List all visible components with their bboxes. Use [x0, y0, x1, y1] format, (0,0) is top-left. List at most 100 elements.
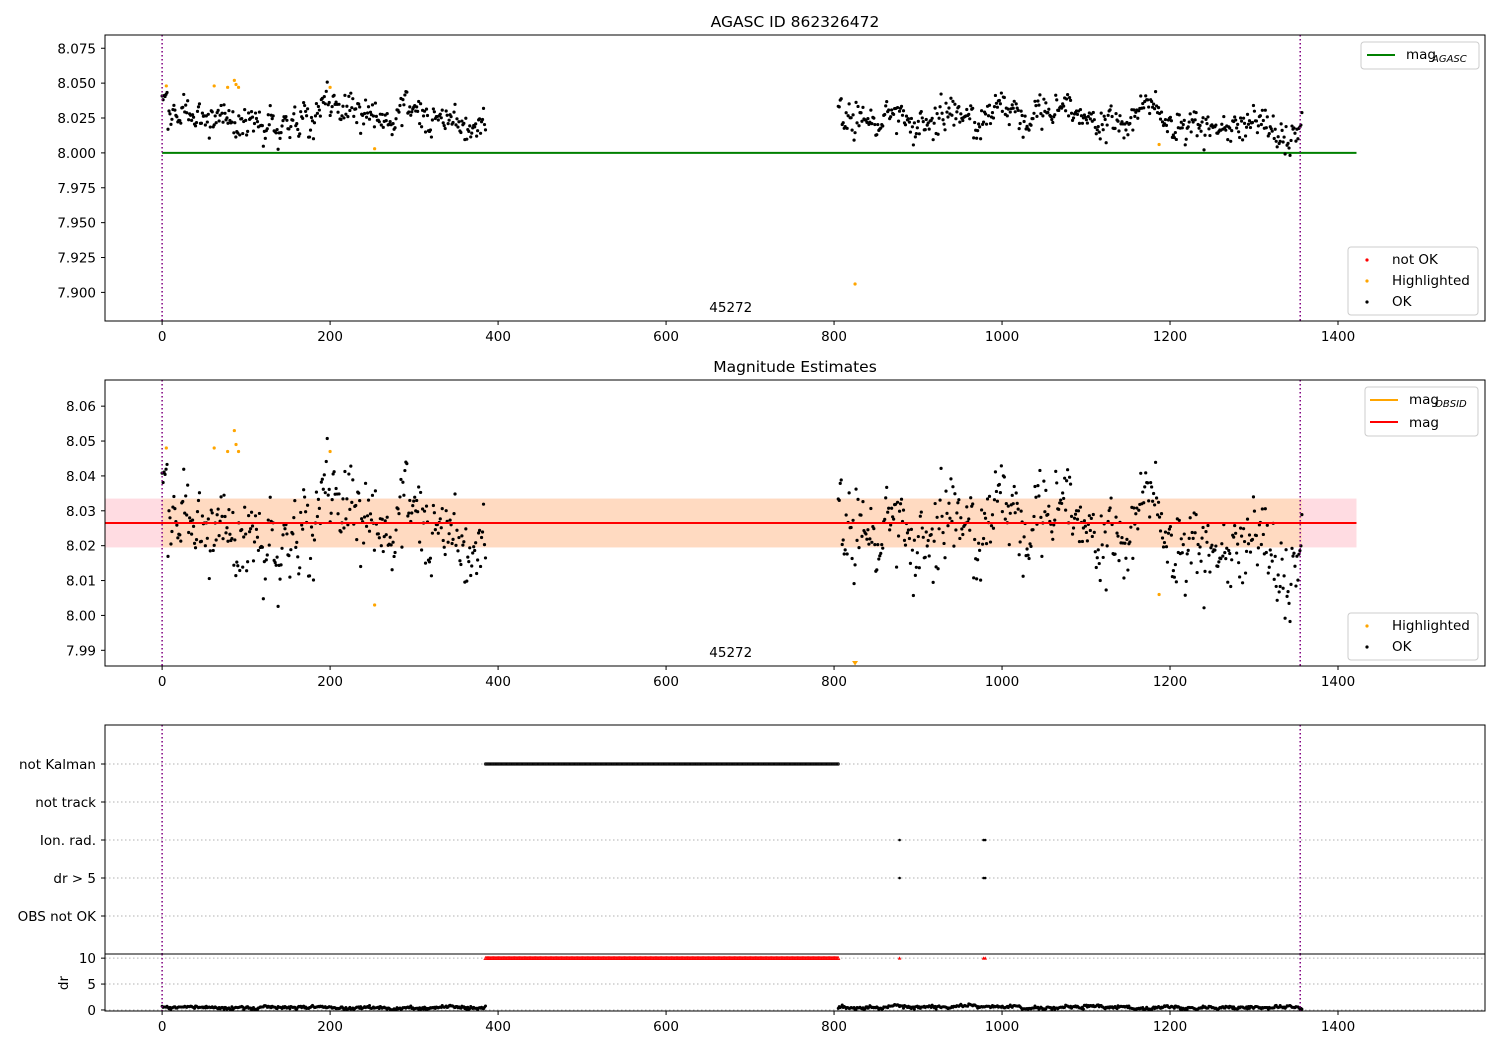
ok-point: [448, 518, 452, 522]
ok-point: [857, 546, 861, 550]
ok-point: [417, 485, 421, 489]
ok-point: [464, 116, 468, 120]
plot-frame: [104, 34, 1486, 322]
ok-point: [1158, 529, 1163, 533]
ok-point: [1203, 133, 1207, 137]
ok-point: [436, 531, 440, 535]
ok-point: [1016, 108, 1020, 112]
ok-point: [924, 530, 928, 534]
ok-point: [984, 542, 989, 546]
ok-point: [478, 564, 483, 569]
ok-point: [1255, 563, 1260, 567]
ok-point: [178, 533, 182, 537]
chart-title: Magnitude Estimates: [713, 358, 877, 376]
ok-point: [1267, 565, 1271, 569]
highlighted-point: [234, 442, 238, 447]
ok-point: [1076, 509, 1081, 513]
ok-point: [1007, 122, 1011, 127]
ok-point: [303, 495, 307, 499]
ok-point: [1083, 115, 1087, 119]
ok-point: [366, 105, 371, 109]
y-tick-label: 7.900: [57, 285, 96, 301]
ok-point: [295, 122, 299, 126]
highlighted-point: [232, 78, 236, 82]
ok-point: [1244, 125, 1249, 129]
ok-point: [1155, 513, 1160, 517]
ok-point: [975, 577, 979, 581]
ok-point: [1259, 122, 1263, 127]
ok-point: [1085, 121, 1089, 125]
ok-point: [287, 127, 291, 131]
ok-point: [1080, 121, 1085, 125]
highlighted-point: [373, 147, 377, 151]
ok-point: [1227, 548, 1231, 553]
dr-point: [409, 1004, 413, 1008]
ok-point: [1113, 126, 1117, 130]
ok-point: [868, 537, 872, 541]
ok-point: [183, 511, 187, 515]
ok-point: [459, 562, 463, 567]
ok-point: [352, 114, 356, 118]
ok-point: [1273, 127, 1277, 131]
ok-point: [901, 109, 906, 113]
ok-point: [1199, 129, 1203, 133]
ok-point: [462, 121, 466, 126]
ok-point: [432, 110, 436, 114]
ok-point: [872, 116, 876, 120]
ok-point: [899, 497, 904, 501]
highlighted-point: [1157, 592, 1161, 597]
ok-point: [243, 505, 247, 509]
ok-point: [256, 548, 261, 553]
ok-point: [364, 524, 369, 528]
ok-point: [1292, 551, 1296, 555]
ok-point: [846, 114, 850, 118]
ok-point: [839, 97, 843, 101]
ok-point: [263, 136, 267, 140]
ok-point: [439, 526, 443, 530]
ok-point: [1276, 135, 1280, 139]
ok-point: [1125, 537, 1129, 541]
ok-point: [981, 120, 986, 124]
ok-point: [462, 540, 466, 544]
ok-point: [334, 486, 338, 491]
ok-point: [1293, 131, 1297, 135]
y-tick-label: 8.00: [66, 608, 96, 624]
ok-point: [1291, 554, 1295, 558]
ok-point: [469, 135, 473, 139]
x-tick-label: 1400: [1321, 1019, 1355, 1035]
ok-point: [975, 136, 979, 140]
ok-point: [247, 530, 252, 534]
legend-label-agasc-subscript: AGASC: [1431, 54, 1467, 65]
ok-point: [347, 472, 351, 476]
ok-point: [481, 106, 486, 110]
ok-point: [315, 111, 320, 115]
ok-point: [476, 558, 480, 562]
ok-point: [197, 102, 202, 106]
ok-point: [948, 516, 952, 520]
ok-point: [1089, 516, 1093, 520]
ok-point: [866, 528, 870, 532]
ok-point: [1214, 123, 1218, 127]
ok-point: [1016, 507, 1020, 511]
ok-point: [439, 116, 443, 120]
ok-point: [1188, 516, 1192, 520]
ok-point: [1022, 119, 1026, 124]
ok-point: [1098, 137, 1102, 141]
ok-point: [979, 137, 983, 141]
ok-point: [869, 506, 873, 511]
ok-point: [1123, 541, 1127, 545]
ok-point: [479, 535, 484, 540]
ok-point: [250, 115, 255, 119]
ok-point: [453, 102, 457, 106]
ok-point: [1242, 539, 1247, 544]
ok-point: [1221, 554, 1225, 558]
ok-point: [909, 527, 914, 531]
ok-point: [220, 111, 224, 115]
ok-point: [977, 541, 981, 545]
ok-point: [1238, 135, 1242, 140]
ok-point: [446, 122, 450, 126]
ok-point: [1091, 110, 1095, 115]
ok-point: [1137, 508, 1141, 512]
ok-point: [1113, 552, 1117, 556]
ok-point: [995, 105, 1000, 109]
